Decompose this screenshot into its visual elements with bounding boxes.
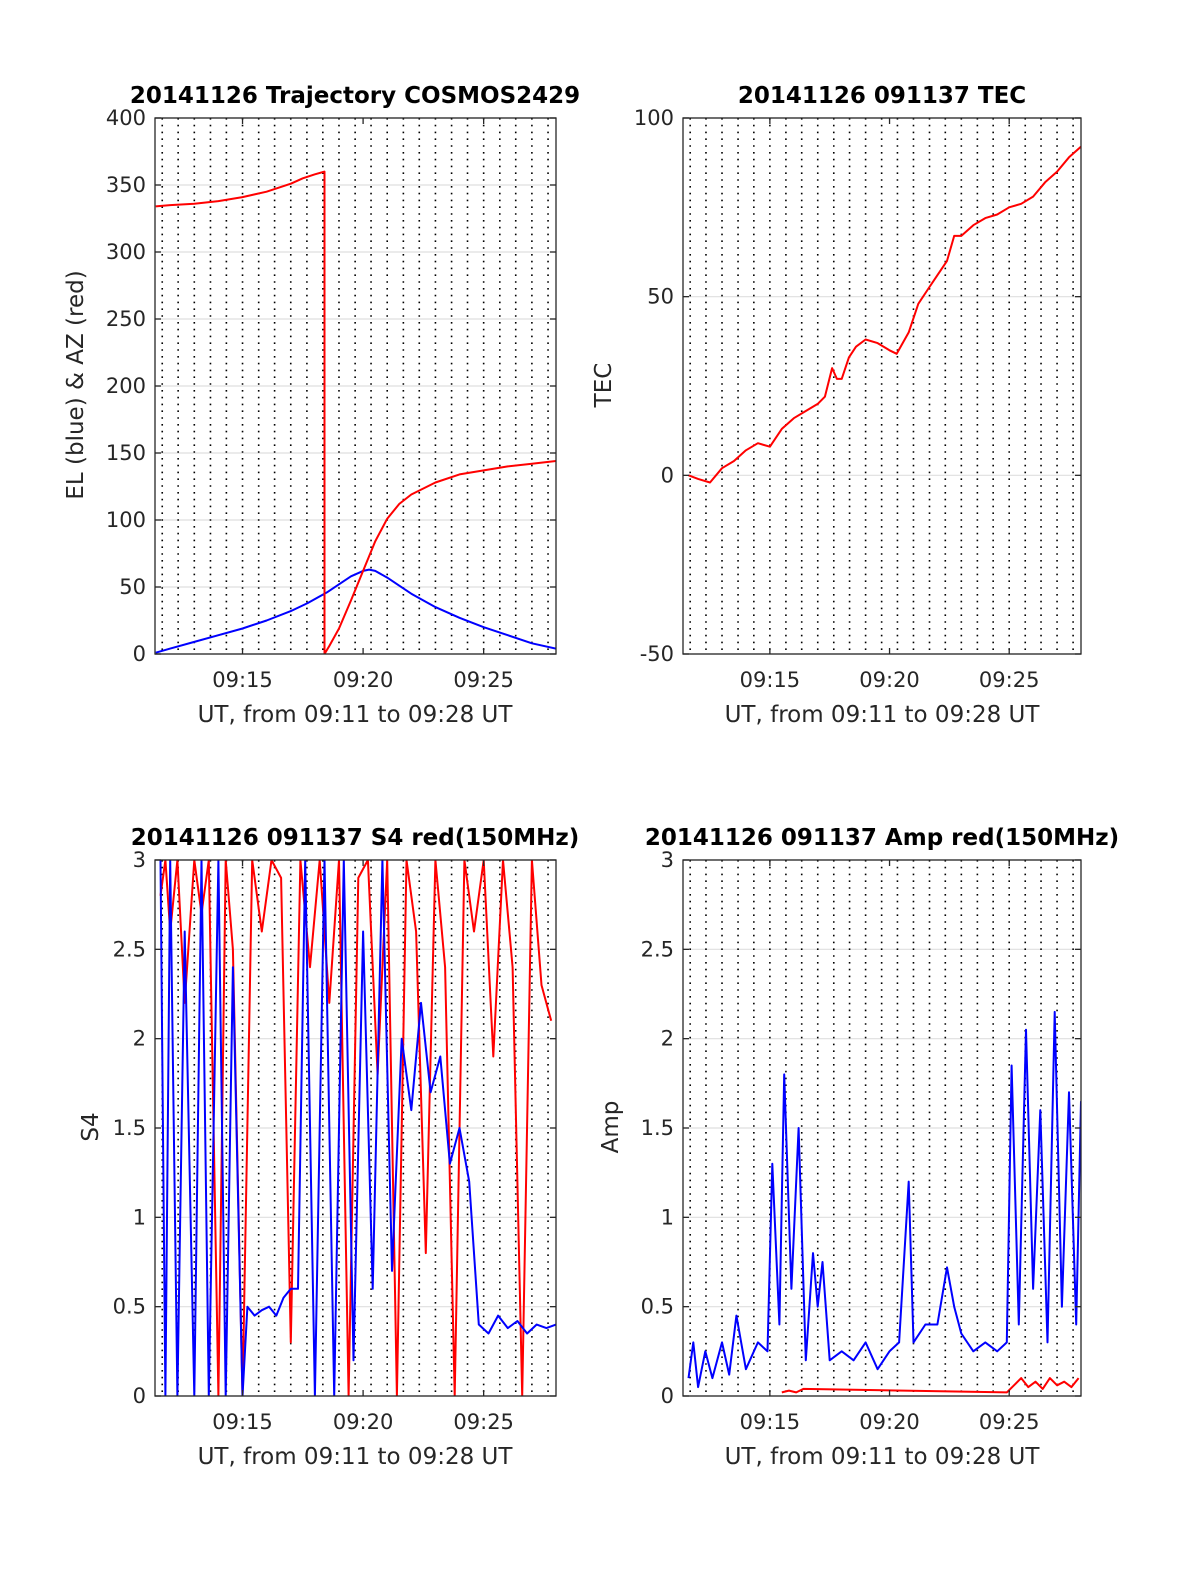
amp-xlabel: UT, from 09:11 to 09:28 UT (725, 1444, 1041, 1470)
trajectory-x-tick-label: 09:20 (333, 668, 394, 692)
s4-series-0-line (159, 860, 553, 1396)
trajectory-x-tick-label: 09:25 (453, 668, 514, 692)
amp-y-tick-label: 2.5 (641, 937, 674, 961)
amp-x-tick-label: 09:15 (740, 1410, 801, 1434)
amp-series-0-line (687, 1010, 1081, 1389)
s4-title: 20141126 091137 S4 red(150MHz) (131, 825, 580, 851)
s4-y-tick-label: 0 (133, 1384, 146, 1408)
trajectory-title: 20141126 Trajectory COSMOS2429 (130, 83, 580, 109)
tec-ylabel: TEC (591, 363, 617, 409)
trajectory-y-tick-label: 200 (106, 374, 146, 398)
s4-y-tick-label: 2 (133, 1027, 146, 1051)
tec-y-tick-label: 0 (661, 463, 674, 487)
trajectory-ylabel: EL (blue) & AZ (red) (63, 270, 89, 499)
s4-y-tick-label: 3 (133, 848, 146, 872)
trajectory-y-tick-label: 350 (106, 173, 146, 197)
panel-trajectory: 0 50 100 150 200 250 300 350 400 09:15 09:20 09:25 2… (63, 83, 580, 728)
s4-y-tick-label: 1.5 (113, 1116, 146, 1140)
amp-y-tick-label: 1 (661, 1205, 674, 1229)
amp-y-tick-label: 0.5 (641, 1295, 674, 1319)
trajectory-series-1-line (155, 170, 556, 654)
tec-xlabel: UT, from 09:11 to 09:28 UT (725, 702, 1041, 728)
trajectory-x-tick-label: 09:15 (212, 668, 273, 692)
trajectory-y-tick-label: 0 (133, 642, 146, 666)
s4-x-tick-label: 09:25 (453, 1410, 514, 1434)
trajectory-y-tick-label: 50 (119, 575, 146, 599)
trajectory-y-tick-label: 100 (106, 508, 146, 532)
tec-axes-frame (682, 117, 1082, 655)
s4-x-tick-label: 09:20 (333, 1410, 394, 1434)
s4-y-tick-label: 2.5 (113, 937, 146, 961)
panel-tec: -50 0 50 100 09:15 09:20 09:25 20141126 091137 … (591, 83, 1082, 728)
trajectory-y-tick-label: 400 (106, 106, 146, 130)
trajectory-xlabel: UT, from 09:11 to 09:28 UT (198, 702, 514, 728)
amp-ylabel: Amp (598, 1101, 624, 1154)
trajectory-y-tick-label: 250 (106, 307, 146, 331)
tec-x-tick-label: 09:25 (979, 668, 1040, 692)
tec-y-tick-label: 100 (634, 106, 674, 130)
s4-y-tick-label: 0.5 (113, 1295, 146, 1319)
s4-ylabel: S4 (78, 1112, 104, 1141)
tec-y-tick-label: -50 (640, 642, 674, 666)
amp-x-tick-label: 09:20 (859, 1410, 920, 1434)
s4-x-tick-label: 09:15 (212, 1410, 273, 1434)
amp-y-tick-label: 3 (661, 848, 674, 872)
trajectory-y-tick-label: 150 (106, 441, 146, 465)
amp-y-tick-label: 2 (661, 1027, 674, 1051)
s4-y-tick-label: 1 (133, 1205, 146, 1229)
tec-title: 20141126 091137 TEC (738, 83, 1026, 109)
tec-x-tick-label: 09:20 (859, 668, 920, 692)
amp-y-tick-label: 0 (661, 1384, 674, 1408)
amp-series-1-line (781, 1377, 1080, 1394)
s4-xlabel: UT, from 09:11 to 09:28 UT (198, 1444, 514, 1470)
amp-y-tick-label: 1.5 (641, 1116, 674, 1140)
tec-y-tick-label: 50 (647, 285, 674, 309)
panel-amp: 0 0.5 1 1.5 2 2.5 3 09:15 09:20 09:25 20141126 091… (598, 825, 1119, 1470)
tec-series-0-line (688, 145, 1081, 484)
panel-s4: 0 0.5 1 1.5 2 2.5 3 09:15 09:20 09:25 20141126 091… (78, 825, 579, 1470)
trajectory-y-tick-label: 300 (106, 240, 146, 264)
amp-x-tick-label: 09:25 (979, 1410, 1040, 1434)
amp-title: 20141126 091137 Amp red(150MHz) (645, 825, 1119, 851)
s4-series-1-line (159, 860, 556, 1396)
tec-x-tick-label: 09:15 (740, 668, 801, 692)
